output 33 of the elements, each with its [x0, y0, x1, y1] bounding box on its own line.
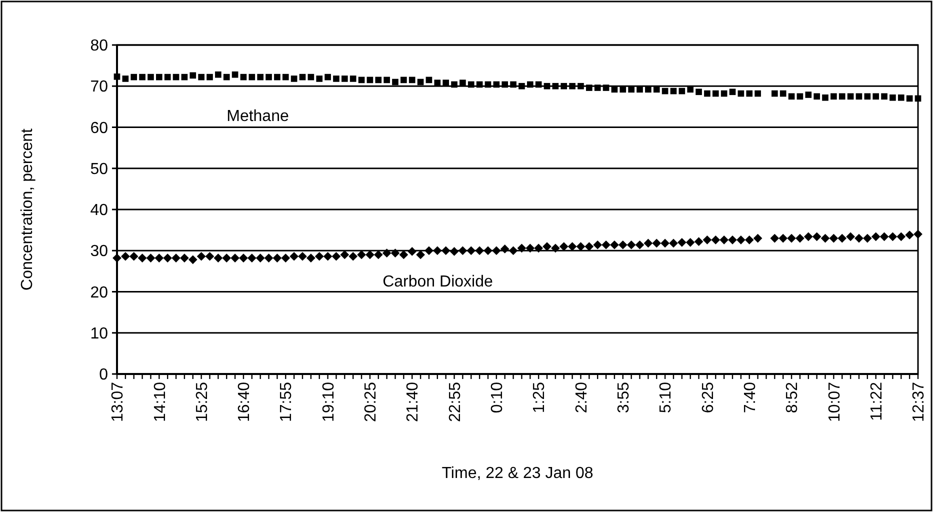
y-tick-label: 20 — [90, 284, 108, 302]
x-tick-label: 20:25 — [362, 382, 380, 422]
x-tick-label: 3:55 — [615, 382, 632, 414]
x-axis-title: Time, 22 & 23 Jan 08 — [442, 465, 594, 482]
y-tick-label: 40 — [90, 202, 108, 220]
y-tick-label: 80 — [90, 38, 108, 55]
y-axis-title: Concentration, percent — [19, 128, 36, 290]
y-tick-label: 50 — [90, 160, 108, 178]
x-tick-label: 2:40 — [573, 382, 590, 414]
x-tick-label: 15:25 — [194, 382, 211, 422]
x-tick-label: 6:25 — [700, 382, 717, 414]
series-label: Carbon Dioxide — [382, 274, 493, 291]
x-tick-label: 5:10 — [658, 382, 675, 414]
y-tick-label: 70 — [90, 78, 108, 96]
y-tick-label: 0 — [99, 366, 108, 384]
y-tick-label: 30 — [90, 243, 108, 260]
x-tick-label: 22:55 — [446, 382, 464, 422]
x-tick-label: 10:07 — [826, 382, 844, 422]
x-tick-label: 16:40 — [236, 382, 254, 422]
x-tick-label: 1:25 — [531, 382, 548, 414]
x-tick-label: 7:40 — [742, 382, 759, 414]
x-tick-label: 21:40 — [404, 382, 422, 422]
x-tick-label: 14:10 — [152, 382, 169, 422]
series-label: Methane — [226, 108, 289, 126]
x-tick-label: 0:10 — [489, 382, 506, 414]
y-tick-label: 60 — [90, 120, 108, 137]
x-tick-label: 17:55 — [278, 382, 296, 422]
x-tick-label: 12:37 — [910, 382, 928, 422]
x-tick-label: 19:10 — [320, 382, 338, 422]
x-tick-label: 13:07 — [110, 382, 127, 422]
x-tick-label: 11:22 — [868, 382, 886, 421]
x-tick-label: 8:52 — [784, 382, 802, 414]
y-tick-label: 10 — [90, 325, 108, 342]
